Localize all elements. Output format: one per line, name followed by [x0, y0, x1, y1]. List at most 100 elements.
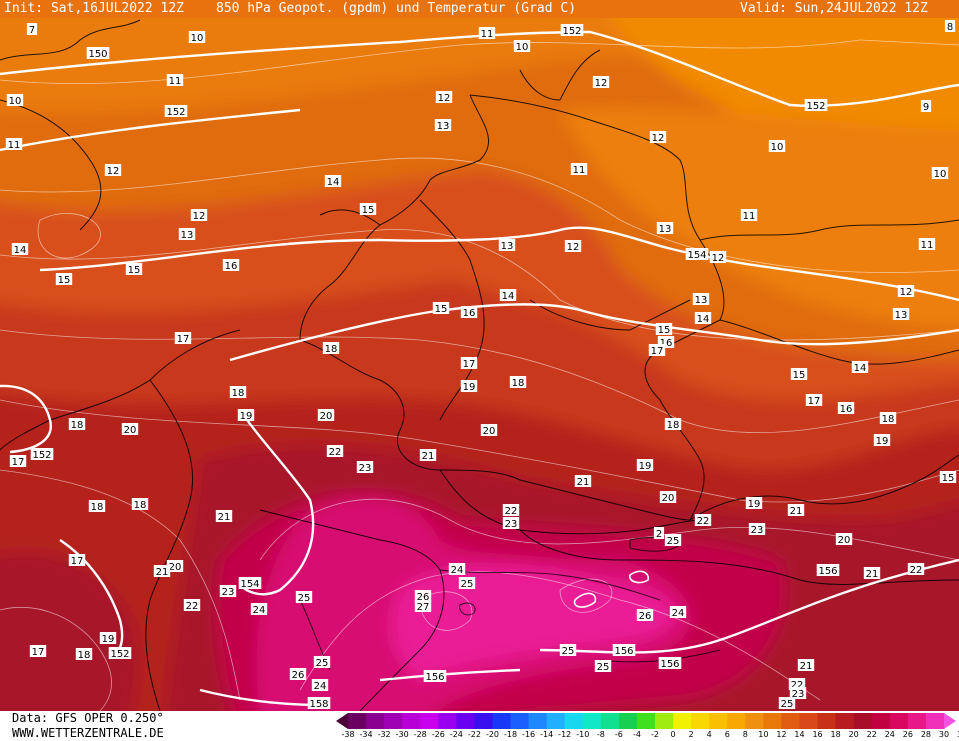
geopotential-label: 152	[30, 448, 54, 461]
color-scale-swatch	[889, 713, 909, 729]
color-scale-swatch	[636, 713, 656, 729]
temperature-label: 20	[317, 409, 335, 422]
geopotential-label: 156	[816, 564, 840, 577]
temperature-label-box	[229, 386, 247, 398]
temperature-label-text: 13	[659, 224, 672, 235]
temperature-label-text: 20	[662, 493, 675, 504]
temperature-label-box	[289, 668, 307, 680]
geopotential-label-text: 25	[316, 658, 329, 669]
color-scale-label: 4	[706, 730, 712, 739]
temperature-label-box	[897, 285, 915, 297]
temperature-label-box	[190, 209, 208, 221]
temperature-label: 18	[131, 498, 149, 511]
temperature-label-text: 16	[463, 308, 476, 319]
temperature-label-text: 19	[639, 461, 652, 472]
temperature-label: 11	[5, 138, 23, 151]
temperature-label: 27	[414, 600, 432, 613]
temperature-label-box	[649, 131, 667, 143]
temperature-label: 10	[188, 31, 206, 44]
temperature-label: 23	[502, 517, 520, 530]
geopotential-label-text: 152	[806, 101, 825, 112]
temperature-label-box	[709, 251, 727, 263]
temperature-label-text: 24	[672, 608, 685, 619]
temperature-label-box	[324, 175, 342, 187]
geopotential-label: 152	[804, 99, 828, 112]
geopotential-label-text: 15	[362, 205, 375, 216]
temperature-label-text: 17	[808, 396, 821, 407]
temperature-label-box	[692, 293, 710, 305]
temperature-label-box	[166, 560, 184, 572]
geopotential-label-box	[30, 448, 54, 460]
color-scale-label: 20	[848, 730, 859, 739]
temperature-label: 10	[768, 140, 786, 153]
color-scale-label: -10	[576, 730, 590, 739]
temperature-label-text: 17	[651, 346, 664, 357]
geopotential-label: 25	[778, 697, 796, 710]
temperature-label-text: 24	[253, 605, 266, 616]
temperature-label-text: 23	[792, 689, 805, 700]
temperature-label: 22	[694, 514, 712, 527]
geopotential-label-text: 15	[658, 325, 671, 336]
geopotential-label: 25	[295, 591, 313, 604]
geopotential-label-box	[313, 656, 331, 668]
color-scale-label: 8	[742, 730, 748, 739]
temperature-label: 22	[502, 504, 520, 517]
website-label: WWW.WETTERZENTRALE.DE	[12, 726, 164, 740]
temperature-label-text: 13	[437, 121, 450, 132]
temperature-label-text: 23	[751, 525, 764, 536]
temperature-label: 11	[166, 74, 184, 87]
temperature-label: 24	[311, 679, 329, 692]
geopotential-label-text: 10	[9, 96, 22, 107]
color-scale-swatch	[853, 713, 873, 729]
temperature-label: 12	[435, 91, 453, 104]
temperature-label: 20	[480, 424, 498, 437]
temperature-label-text: 9	[923, 102, 929, 113]
temperature-label-box	[648, 344, 666, 356]
temperature-label-box	[460, 357, 478, 369]
color-scale-label: -16	[522, 730, 536, 739]
temperature-label-text: 17	[71, 556, 84, 567]
temperature-label-box	[460, 380, 478, 392]
temperature-label-text: 12	[193, 211, 206, 222]
temperature-label-box	[636, 609, 654, 621]
temperature-label-box	[434, 119, 452, 131]
temperature-label: 11	[918, 238, 936, 251]
temperature-label-box	[653, 527, 665, 539]
color-scale-label: 2	[688, 730, 694, 739]
geopotential-label-box	[560, 24, 584, 36]
temperature-label-text: 13	[895, 310, 908, 321]
color-scale-swatch	[438, 713, 457, 729]
temperature-label-text: 21	[800, 661, 813, 672]
geopotential-label: 152	[164, 105, 188, 118]
geopotential-label: 158	[307, 697, 331, 710]
temperature-label-box	[104, 164, 122, 176]
temperature-label: 20	[835, 533, 853, 546]
temperature-label: 21	[574, 475, 592, 488]
temperature-label-text: 13	[181, 230, 194, 241]
temperature-label: 21	[215, 510, 233, 523]
geopotential-label-box	[125, 263, 143, 275]
color-scale-label: 6	[724, 730, 730, 739]
temperature-label-text: 18	[78, 650, 91, 661]
temperature-label-box	[131, 498, 149, 510]
geopotential-label-text: 152	[110, 649, 129, 660]
temperature-label-box	[174, 332, 192, 344]
color-scale-swatch	[691, 713, 710, 729]
geopotential-label-text: 15	[58, 275, 71, 286]
temperature-label-text: 24	[451, 565, 464, 576]
color-scale-swatch	[384, 713, 403, 729]
color-scale-max-arrow	[944, 713, 956, 729]
temperature-label: 17	[460, 357, 478, 370]
geopotential-label-text: 25	[461, 579, 474, 590]
geopotential-label-box	[664, 534, 682, 546]
temperature-label: 17	[174, 332, 192, 345]
color-scale-label: -2	[651, 730, 660, 739]
color-scale-label: -32	[377, 730, 391, 739]
temperature-label-text: 18	[71, 420, 84, 431]
temperature-label: 17	[648, 344, 666, 357]
temperature-label: 7	[26, 23, 38, 36]
color-scale-swatch	[348, 713, 367, 729]
geopotential-label-text: 25	[562, 646, 575, 657]
temperature-label-box	[414, 590, 432, 602]
